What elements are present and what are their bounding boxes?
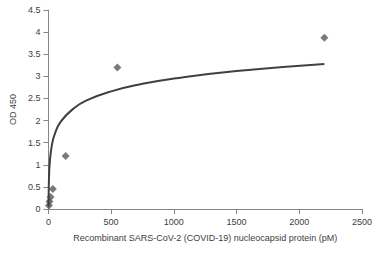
svg-text:1.5: 1.5 xyxy=(28,138,41,148)
svg-text:0: 0 xyxy=(46,217,51,227)
svg-text:OD 450: OD 450 xyxy=(8,94,18,125)
svg-text:Recombinant SARS-CoV-2 (COVID-: Recombinant SARS-CoV-2 (COVID-19) nucleo… xyxy=(73,233,337,243)
svg-text:2.5: 2.5 xyxy=(28,93,41,103)
svg-text:500: 500 xyxy=(104,217,119,227)
svg-text:3: 3 xyxy=(35,71,40,81)
svg-text:1: 1 xyxy=(35,160,40,170)
svg-text:0.5: 0.5 xyxy=(28,182,41,192)
svg-text:1000: 1000 xyxy=(164,217,184,227)
svg-text:2500: 2500 xyxy=(352,217,372,227)
svg-text:0: 0 xyxy=(35,204,40,214)
svg-text:4.5: 4.5 xyxy=(28,5,41,15)
svg-text:2000: 2000 xyxy=(289,217,309,227)
svg-text:4: 4 xyxy=(35,27,40,37)
svg-text:2: 2 xyxy=(35,116,40,126)
svg-text:3.5: 3.5 xyxy=(28,49,41,59)
svg-text:1500: 1500 xyxy=(227,217,247,227)
